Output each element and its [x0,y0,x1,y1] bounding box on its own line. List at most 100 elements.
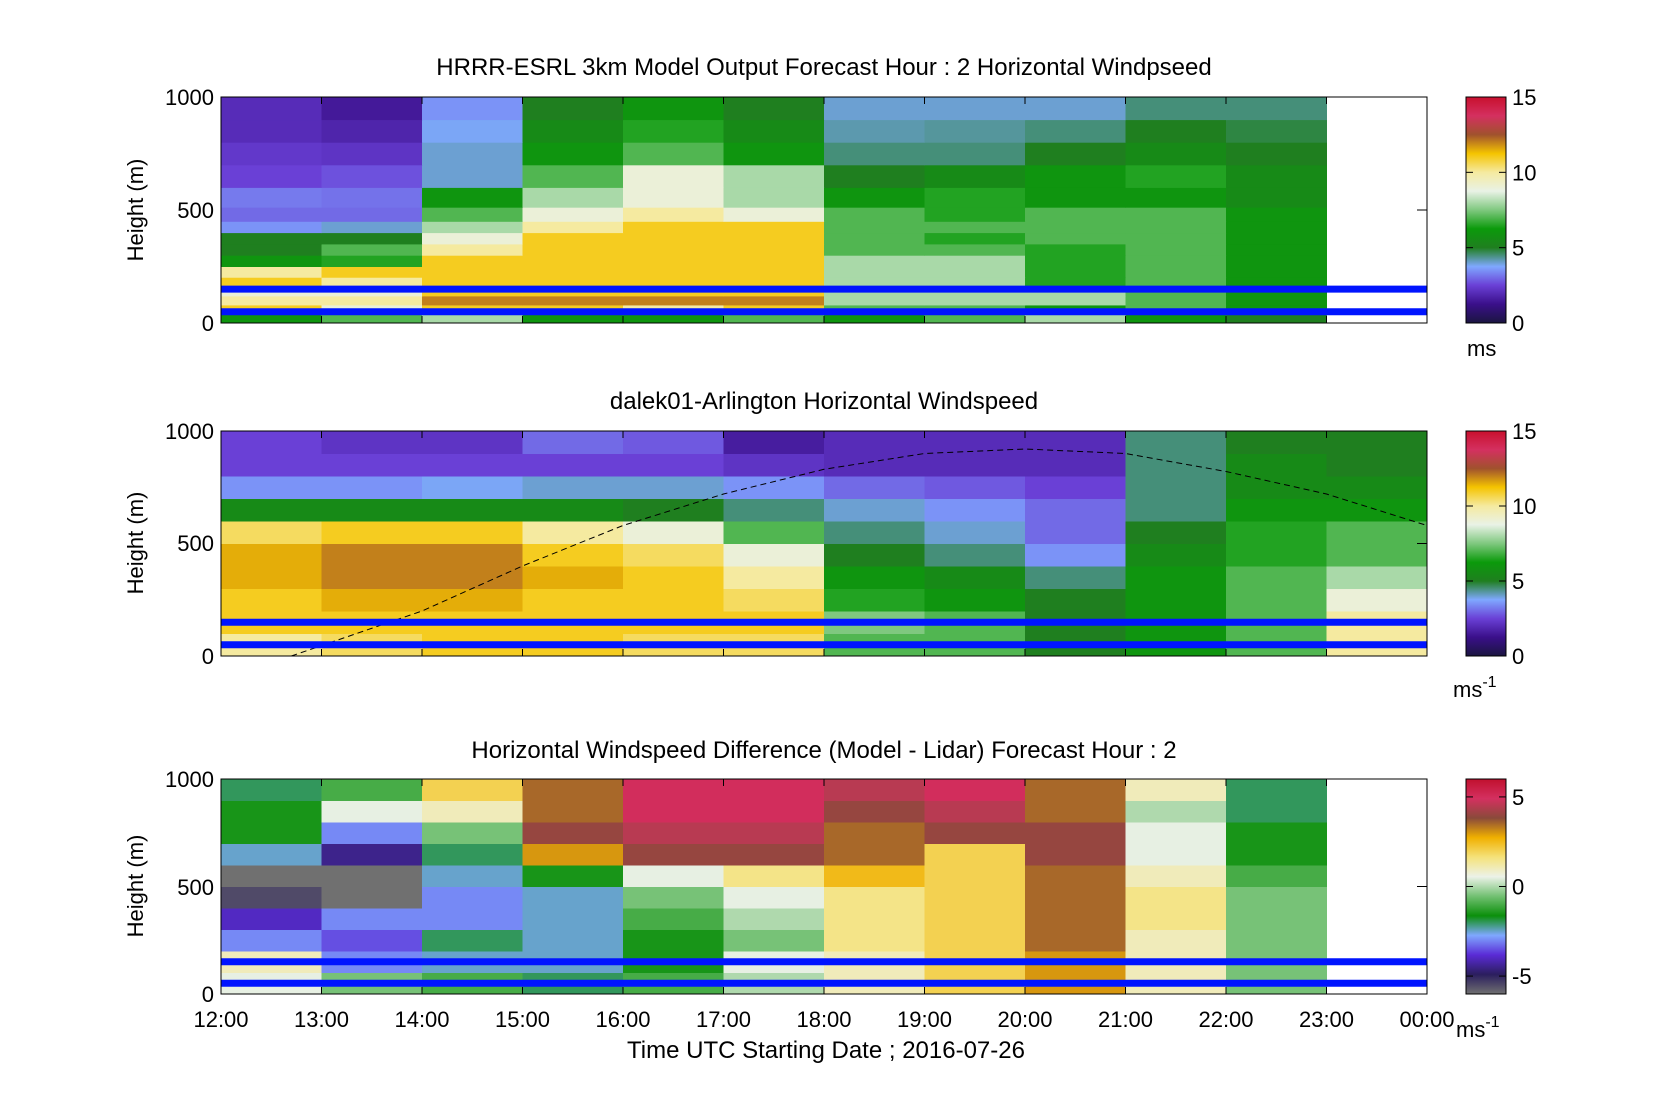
heatmap-cell [824,232,925,245]
x-tick-label: 19:00 [897,1007,952,1032]
heatmap-cell [321,566,423,589]
colorbar-tick-label: 5 [1512,569,1524,594]
heatmap-cell [321,865,423,887]
heatmap-cell [422,295,523,306]
heatmap-cell [422,543,523,567]
y-tick-label: 0 [202,982,214,1007]
heatmap-cell [824,221,925,234]
colorbar-tick-label: 0 [1512,311,1524,336]
heatmap-cell [1226,295,1327,306]
heatmap-cell [1125,886,1227,909]
heatmap-cell [623,431,724,454]
x-tick-label: 14:00 [394,1007,449,1032]
heatmap-cell [422,498,523,522]
heatmap-cell [723,313,825,323]
heatmap-cell [321,843,423,866]
heatmap-cell [422,908,523,930]
heatmap-cell [1025,543,1126,567]
heatmap-cell [1125,908,1227,930]
y-axis-label: Height (m) [123,492,148,595]
heatmap-cell [824,119,925,143]
heatmap-cell [924,929,1026,952]
panel-title: HRRR-ESRL 3km Model Output Forecast Hour… [436,54,1211,81]
x-tick-label: 21:00 [1098,1007,1153,1032]
heatmap-cell [1125,588,1227,612]
heatmap-cell [321,255,423,267]
heatmap-cell [723,453,825,477]
heatmap-cell [924,97,1026,121]
heatmap-cell [522,277,624,288]
colorbar-tick-label: 0 [1512,644,1524,669]
heatmap-cell [1125,266,1227,278]
heatmap-cell [221,221,322,234]
colorbar-bar [1465,430,1507,657]
heatmap-cell [723,498,825,522]
heatmap-cell [321,800,423,823]
heatmap-cell [321,277,423,288]
heatmap-cell [924,277,1026,288]
heatmap-cell [723,886,825,909]
heatmap-cell [522,779,624,801]
heatmap-cell [422,187,523,208]
heatmap-cell [1125,822,1227,844]
heatmap-cell [321,221,423,234]
heatmap-cell [221,431,322,454]
colorbar-unit: ms [1467,336,1496,361]
heatmap-cell [824,453,925,477]
reference-lines [221,618,1427,649]
heatmap-cell [1025,498,1126,522]
heatmap-cell [221,313,322,323]
x-tick-label: 20:00 [997,1007,1052,1032]
heatmap-cell [1226,255,1327,267]
heatmap-cell [1326,431,1427,454]
heatmap-cell [1025,908,1126,930]
heatmap-cell [1226,431,1327,454]
heatmap-cell [1226,543,1327,567]
heatmap-cell [623,232,724,245]
heatmap-cell [221,800,322,823]
heatmap-cell [321,588,423,612]
heatmap-cell [924,521,1026,544]
heatmap-cell [723,295,825,306]
heatmap-cell [1226,498,1327,522]
heatmap-cell [723,588,825,612]
heatmap-cell [824,865,925,887]
heatmap-cell [321,886,423,909]
heatmap-cell [422,476,523,499]
y-axis-label: Height (m) [123,159,148,262]
heatmap-cell [422,566,523,589]
heatmap-cell [723,779,825,801]
heatmap-cell [1226,119,1327,143]
heatmap-cell [1025,255,1126,267]
colorbar-bar [1465,96,1507,324]
heatmap-cells [221,779,1327,994]
heatmap-cell [1025,313,1126,323]
heatmap-cell [321,313,423,323]
heatmap-cell [522,543,624,567]
y-tick-label: 0 [202,311,214,336]
heatmap-cell [321,498,423,522]
y-tick-label: 1000 [165,419,214,444]
heatmap-cell [723,221,825,234]
heatmap-cell [824,588,925,612]
heatmap-cell [1226,843,1327,866]
heatmap-cell [924,232,1026,245]
heatmap-cell [924,886,1026,909]
heatmap-cell [522,566,624,589]
heatmap-cell [623,822,724,844]
heatmap-cell [522,929,624,952]
heatmap-cell [824,521,925,544]
colorbar-ticks: -5 0 5 [1466,785,1532,989]
heatmap-cell [422,232,523,245]
heatmap-cell [924,865,1026,887]
heatmap-cell [1226,521,1327,544]
heatmap-cell [422,779,523,801]
heatmap-cell [623,221,724,234]
colorbar-tick-label: -5 [1512,964,1532,989]
heatmap-cell [723,521,825,544]
heatmap-cell [723,142,825,166]
heatmap-cell [1125,543,1227,567]
heatmap-cell [623,543,724,567]
heatmap-cell [824,822,925,844]
heatmap-cell [422,207,523,222]
